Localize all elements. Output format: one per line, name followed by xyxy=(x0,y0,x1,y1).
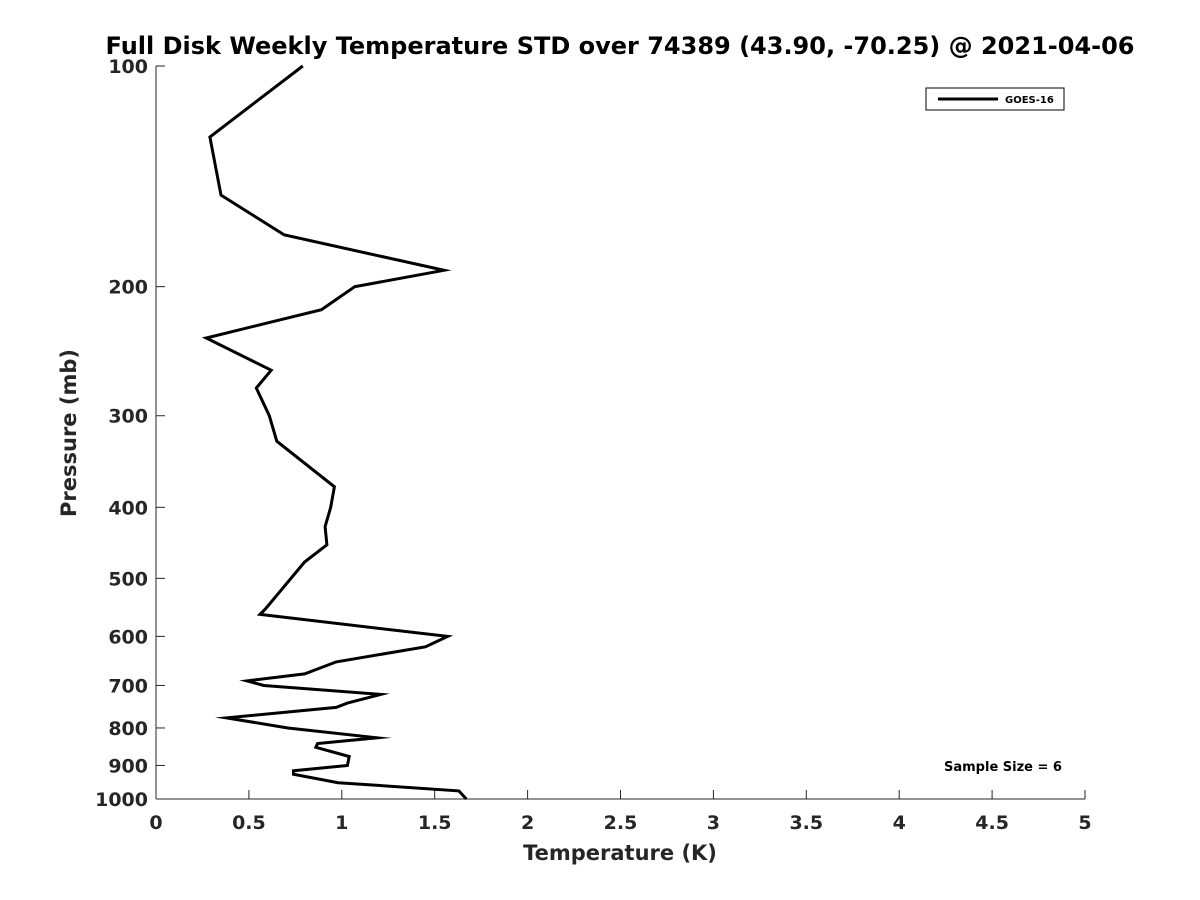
x-tick-label: 1.5 xyxy=(418,812,452,834)
x-tick-label: 4 xyxy=(893,812,906,834)
chart-title: Full Disk Weekly Temperature STD over 74… xyxy=(106,32,1135,60)
x-tick-label: 1 xyxy=(335,812,348,834)
x-tick-label: 3.5 xyxy=(789,812,823,834)
legend-label: GOES-16 xyxy=(1005,95,1054,106)
series-line-1 xyxy=(201,64,468,801)
y-tick-label: 300 xyxy=(108,406,148,428)
x-axis-label: Temperature (K) xyxy=(523,841,717,865)
y-tick-label: 100 xyxy=(108,56,148,78)
x-tick-label: 2 xyxy=(521,812,534,834)
x-axis: 0 0.5 1 1.5 2 2.5 3 3.5 4 4.5 5 xyxy=(149,790,1092,834)
x-tick-label: 0 xyxy=(149,812,162,834)
y-tick-label: 1000 xyxy=(95,789,148,811)
y-tick-label: 800 xyxy=(108,718,148,740)
x-tick-label: 5 xyxy=(1078,812,1091,834)
y-tick-label: 500 xyxy=(108,568,148,590)
y-axis: 100 200 300 400 500 600 700 800 900 1000 xyxy=(95,56,165,811)
y-tick-label: 900 xyxy=(108,755,148,777)
y-axis-label: Pressure (mb) xyxy=(57,349,81,517)
y-tick-label: 400 xyxy=(108,497,148,519)
series-layer xyxy=(201,64,468,801)
legend: GOES-16 xyxy=(925,87,1065,111)
x-tick-label: 0.5 xyxy=(232,812,266,834)
y-tick-label: 700 xyxy=(108,675,148,697)
y-tick-label: 600 xyxy=(108,626,148,648)
x-tick-label: 4.5 xyxy=(975,812,1009,834)
sample-size-annotation: Sample Size = 6 xyxy=(944,760,1062,775)
x-tick-label: 2.5 xyxy=(604,812,638,834)
x-tick-label: 3 xyxy=(707,812,720,834)
y-tick-label: 200 xyxy=(108,277,148,299)
